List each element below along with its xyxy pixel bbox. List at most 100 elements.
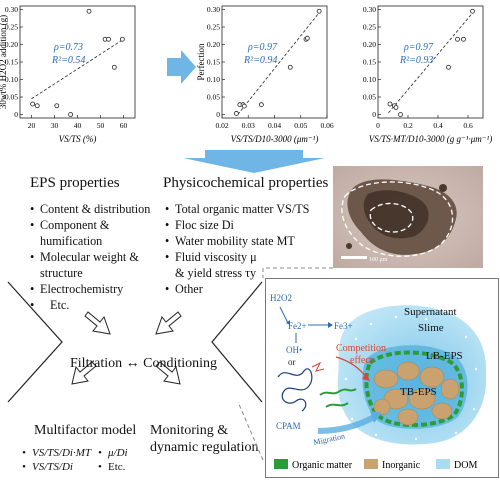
bidirectional-arrow: ↔: [125, 356, 140, 371]
data-point: [54, 103, 60, 109]
data-point: [111, 64, 117, 70]
competition-arrow: [335, 356, 367, 378]
phys-title: Physicochemical properties: [163, 175, 329, 191]
y-tick-label: 0.15: [5, 58, 18, 67]
data-point: [86, 8, 92, 14]
legend-dom: DOM: [454, 460, 477, 471]
eps-item: Molecular weight &: [30, 249, 160, 265]
hollow-arrow-icon: [84, 311, 111, 335]
charts-row: 20 30 40 50 6000.050.100.150.200.250.30VS/TS…: [0, 5, 492, 144]
x-tick-label: 50: [97, 121, 105, 130]
y-tick-label: 0.25: [207, 23, 220, 32]
left-bracket: [7, 281, 63, 403]
x-tick-label: 0.04: [268, 121, 281, 130]
x-axis-label: VS/TS·MT/D10-3000 (g g⁻¹·μm⁻¹): [369, 134, 492, 144]
eps-item: Component &: [30, 217, 160, 233]
organic-ring: [364, 350, 464, 427]
eps-item: structure: [40, 266, 83, 280]
fit-line: [388, 9, 476, 114]
phys-list: Total organic matter VS/TS Floc size Di …: [165, 201, 315, 297]
x-tick-label: 0.06: [320, 121, 333, 130]
model-item: VS/TS/Di·MT: [22, 446, 102, 460]
data-point: [398, 112, 403, 117]
data-point: [34, 103, 40, 109]
r2-annotation: R²=0.54: [51, 55, 85, 66]
y-tick-label: 0.25: [363, 23, 376, 32]
x-tick-label: 0.02: [215, 121, 228, 130]
inorganic-particles: [373, 361, 460, 426]
hollow-arrow-icon: [71, 361, 97, 385]
filtration-label: Filtration: [70, 356, 123, 371]
oh-label: OH•: [286, 345, 302, 355]
model-item: Etc.: [98, 460, 158, 474]
fe2-label: Fe2+: [288, 321, 307, 331]
dom-dots: [284, 315, 494, 455]
effect-label: effect: [350, 355, 373, 366]
migration-label: Migration: [313, 431, 346, 446]
conditioning-label: Conditioning: [143, 356, 218, 371]
x-tick-label: 0.6: [463, 121, 473, 130]
down-arrow-icon: [183, 150, 325, 173]
schematic-svg: H2O2 Fe2+ Fe3+ OH• or CPAM Competition e…: [270, 293, 494, 471]
x-tick-label: 0.4: [433, 121, 443, 130]
x-tick-label: 0.2: [403, 121, 413, 130]
competition-label: Competition: [336, 343, 386, 354]
micrograph: 100 μm: [333, 166, 483, 268]
x-axis-label: VS/TS/D10-3000 (μm⁻¹): [231, 134, 319, 144]
y-axis-label: Perfection: [196, 43, 206, 80]
y-tick-label: 0.15: [363, 58, 376, 67]
schematic-panel: H2O2 Fe2+ Fe3+ OH• or CPAM Competition e…: [265, 278, 499, 478]
x-tick-label: 60: [120, 121, 128, 130]
flow-lines: [7, 281, 263, 403]
data-point: [461, 36, 466, 42]
x-tick-label: 30: [51, 121, 59, 130]
eps-item: Etc.: [30, 297, 160, 313]
phys-item-text: Floc size Di: [175, 218, 234, 232]
y-tick-label: 0.05: [207, 93, 220, 102]
rho-annotation: ρ=0.97: [247, 42, 278, 53]
phys-item-text: Other: [175, 282, 203, 296]
phys-item-text: & yield stress τy: [175, 266, 257, 280]
cpam-label: CPAM: [276, 421, 301, 431]
model-item: VS/TS/Di: [22, 460, 102, 474]
y-tick-label: 0: [372, 110, 376, 119]
phys-item: Fluid viscosity μ: [165, 249, 315, 265]
eps-item: Content & distribution: [30, 201, 160, 217]
data-point: [316, 8, 322, 14]
r2-annotation: R²=0.94: [243, 55, 277, 66]
data-point: [387, 101, 393, 107]
x-tick-label: 0.05: [294, 121, 307, 130]
model-title: Multifactor model: [34, 423, 137, 438]
data-point: [106, 36, 111, 42]
x-tick-label: 20: [28, 121, 36, 130]
lbeps-label: LB-EPS: [426, 350, 463, 362]
y-tick-label: 0.30: [363, 5, 376, 14]
y-tick-label: 0.10: [5, 75, 18, 84]
scale-bar-label: 100 μm: [369, 257, 388, 263]
eps-title: EPS properties: [30, 175, 120, 191]
data-point: [119, 36, 125, 42]
cpam-polymer: [277, 368, 313, 412]
phys-item-text: Total organic matter VS/TS: [175, 202, 310, 216]
legend-swatch-dom: [436, 459, 450, 469]
y-tick-label: 0.10: [363, 75, 376, 84]
chart-vs-ts: 20 30 40 50 60 0 0.05 0.10 0.15 0.20 0.25 0.30 VS/TS…: [0, 5, 136, 144]
right-bracket: [211, 281, 263, 403]
supernatant-label: Supernatant: [404, 306, 457, 318]
data-point: [304, 35, 310, 41]
slime-label: Slime: [418, 322, 444, 334]
rho-annotation: ρ=0.97: [403, 42, 434, 53]
process-row: Filtration ↔ Conditioning: [70, 356, 217, 372]
data-point: [446, 64, 451, 70]
data-point: [68, 112, 73, 117]
y-tick-label: 0.20: [207, 40, 220, 49]
x-tick-label: 0: [376, 121, 380, 130]
eps-item: Electrochemistry: [30, 281, 160, 297]
data-point: [455, 36, 460, 42]
y-axis-label: 30wt% H2O2 addition (g): [0, 15, 8, 109]
eps-item: humification: [40, 234, 103, 248]
data-point: [470, 8, 475, 14]
phys-item-text: Water mobility state MT: [175, 234, 295, 248]
hollow-arrow-icon: [155, 311, 182, 335]
